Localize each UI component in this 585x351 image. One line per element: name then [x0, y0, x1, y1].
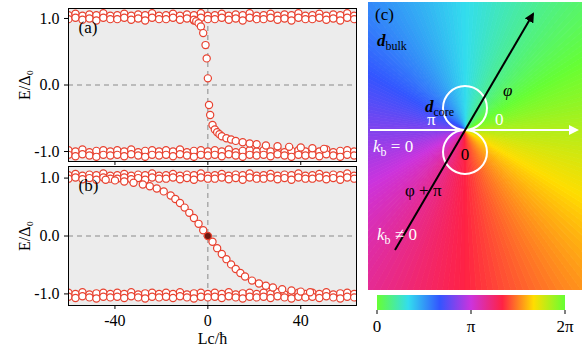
svg-text:dbulk: dbulk	[377, 31, 407, 53]
svg-text:kb = 0: kb = 0	[373, 137, 413, 159]
svg-text:0.0: 0.0	[40, 227, 60, 244]
svg-text:(c): (c)	[375, 5, 394, 24]
svg-text:φ + π: φ + π	[405, 181, 442, 200]
svg-text:0: 0	[495, 110, 504, 129]
svg-text:E/Δ₀: E/Δ₀	[16, 70, 33, 100]
svg-text:2π: 2π	[556, 317, 574, 336]
svg-text:E/Δ₀: E/Δ₀	[16, 221, 33, 251]
svg-text:-1.0: -1.0	[34, 143, 59, 160]
svg-text:(a): (a)	[79, 18, 98, 37]
svg-text:kb ≠ 0: kb ≠ 0	[377, 225, 417, 247]
svg-text:φ: φ	[503, 81, 512, 100]
svg-text:-40: -40	[104, 312, 125, 329]
svg-text:0: 0	[204, 312, 212, 329]
svg-text:Lc/ħ: Lc/ħ	[198, 330, 227, 347]
svg-text:1.0: 1.0	[40, 10, 60, 27]
svg-text:dcore: dcore	[425, 97, 455, 119]
svg-text:-1.0: -1.0	[34, 285, 59, 302]
svg-text:(b): (b)	[79, 176, 99, 195]
svg-text:π: π	[467, 317, 476, 336]
svg-text:40: 40	[293, 312, 309, 329]
svg-text:1.0: 1.0	[40, 169, 60, 186]
svg-text:0: 0	[373, 317, 382, 336]
svg-text:π: π	[427, 110, 436, 129]
svg-text:0: 0	[461, 145, 470, 164]
svg-text:0.0: 0.0	[40, 76, 60, 93]
